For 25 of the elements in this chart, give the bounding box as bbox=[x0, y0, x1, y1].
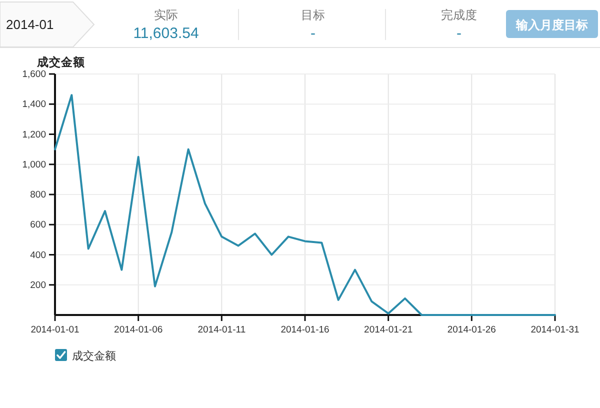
text: - bbox=[456, 25, 462, 42]
text: 11,603.54 bbox=[133, 25, 199, 42]
x-tick-label: 2014-01-01 bbox=[30, 324, 80, 336]
text: 目标 bbox=[301, 8, 325, 22]
y-axis-title: 成交金额 bbox=[36, 55, 86, 69]
y-tick-label: 1,000 bbox=[22, 159, 46, 170]
text: 输入月度目标 bbox=[515, 18, 588, 32]
x-tick-label: 2014-01-11 bbox=[198, 324, 246, 336]
y-tick-label: 1,600 bbox=[22, 69, 46, 80]
legend-label: 成交金额 bbox=[72, 350, 116, 362]
x-tick-label: 2014-01-06 bbox=[114, 324, 163, 336]
y-tick-label: 600 bbox=[30, 220, 46, 231]
text: 实际 bbox=[154, 8, 178, 22]
y-tick-label: 400 bbox=[30, 250, 46, 261]
y-tick-label: 1,400 bbox=[22, 99, 46, 110]
y-tick-label: 800 bbox=[30, 190, 46, 201]
text: - bbox=[310, 25, 316, 42]
text: 2014-01 bbox=[6, 17, 54, 32]
y-tick-label: 1,200 bbox=[22, 129, 46, 140]
y-tick-label: 200 bbox=[30, 280, 46, 291]
x-tick-label: 2014-01-21 bbox=[364, 324, 413, 336]
text: 完成度 bbox=[441, 8, 477, 22]
x-tick-label: 2014-01-31 bbox=[530, 324, 580, 336]
x-tick-label: 2014-01-16 bbox=[280, 324, 330, 336]
x-tick-label: 2014-01-26 bbox=[447, 324, 496, 336]
